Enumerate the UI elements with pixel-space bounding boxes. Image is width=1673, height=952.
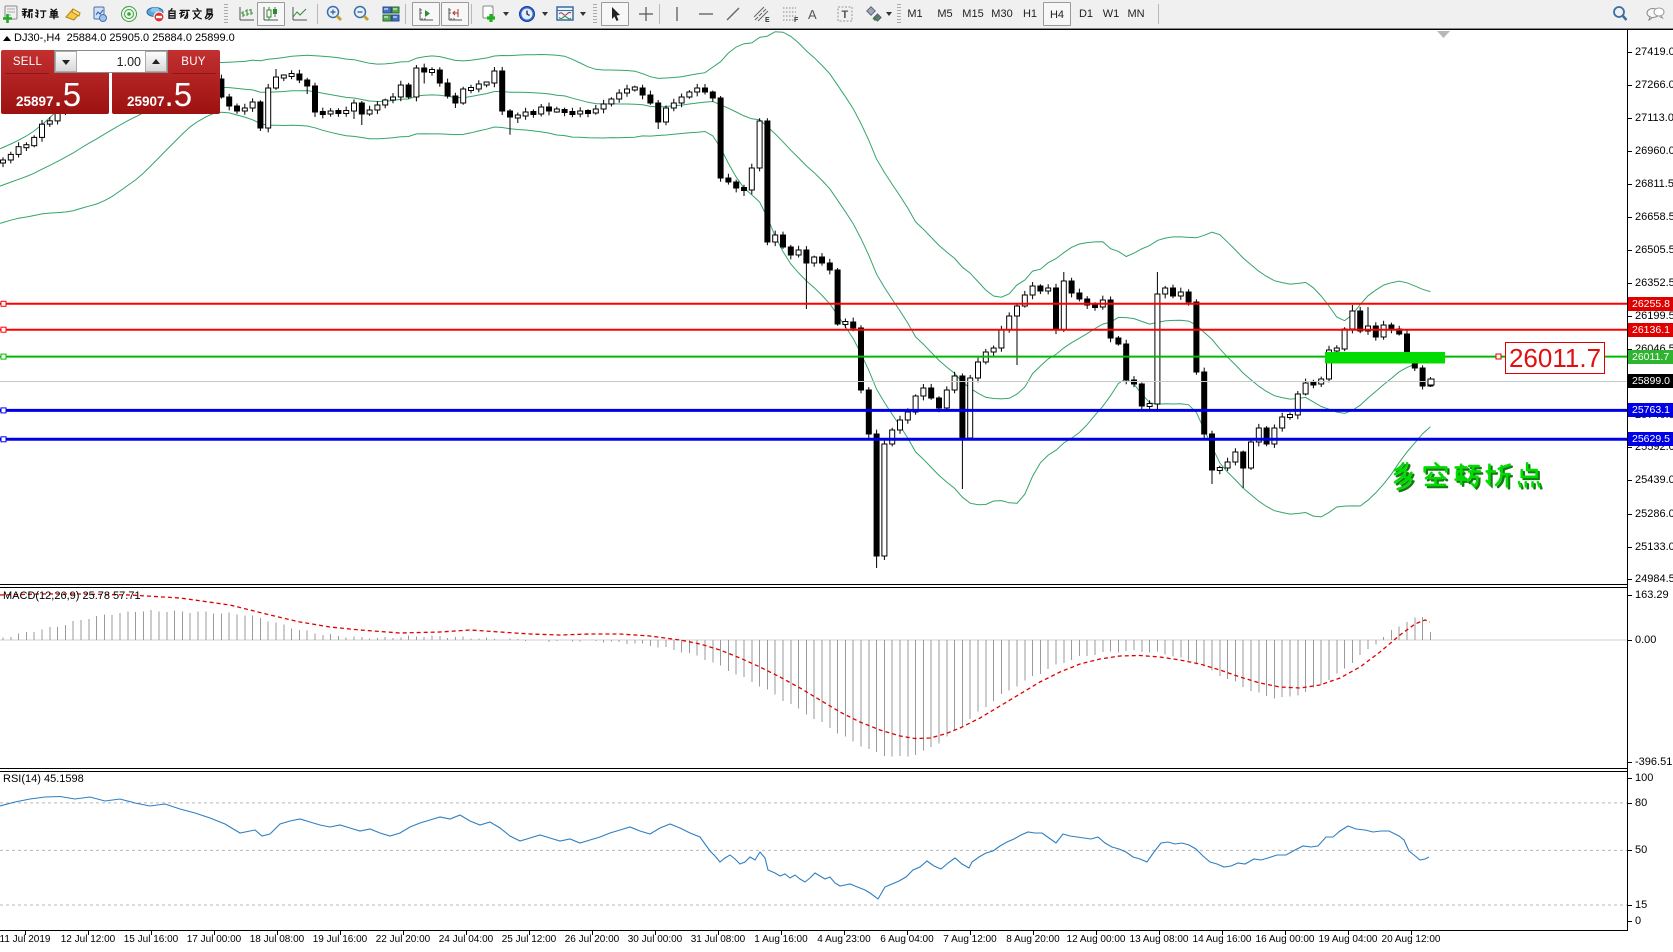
svg-text:E: E bbox=[765, 17, 770, 23]
svg-text:F: F bbox=[794, 17, 799, 23]
svg-text:T: T bbox=[842, 9, 849, 21]
